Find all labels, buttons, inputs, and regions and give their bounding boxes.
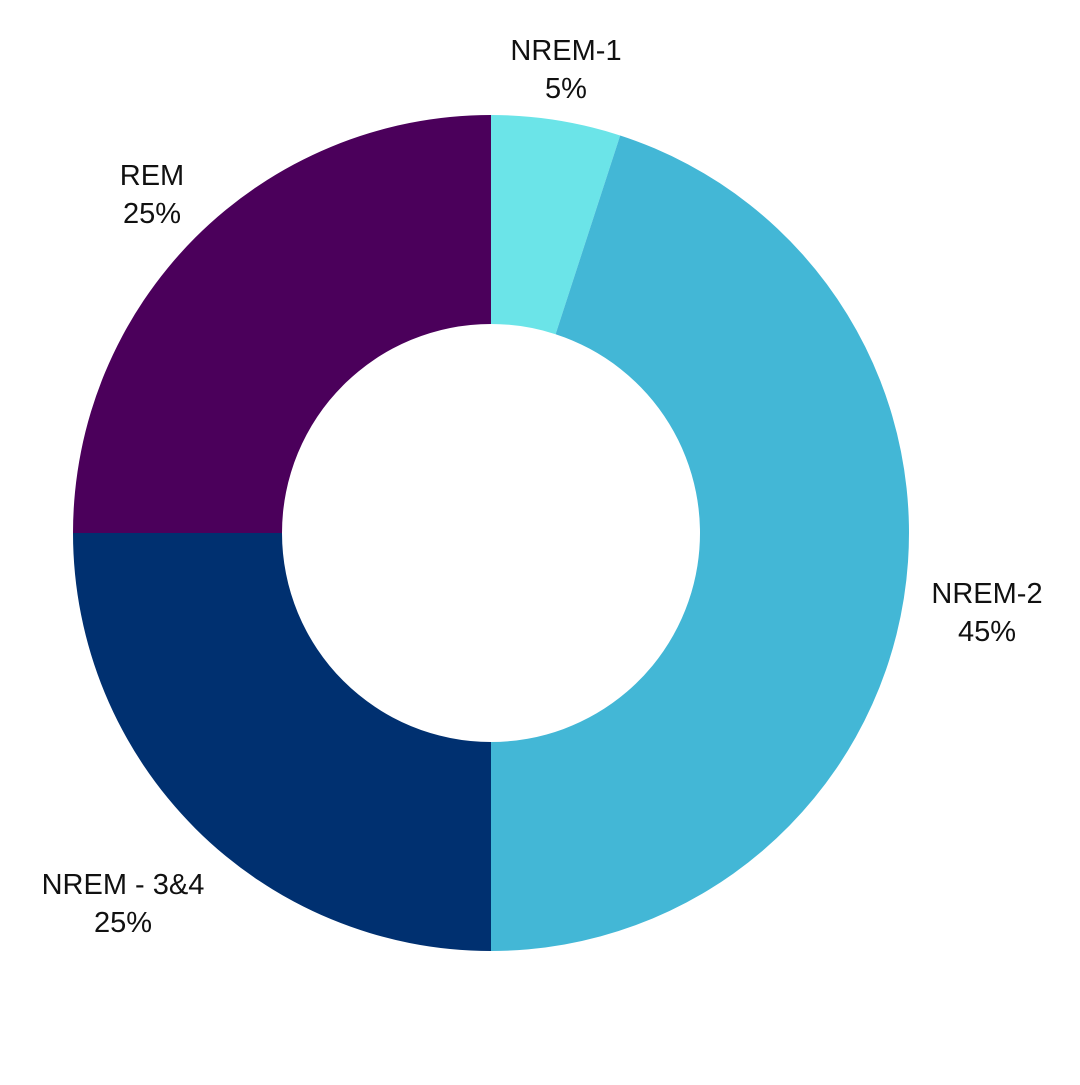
- slice-label-name: NREM-1: [510, 35, 622, 67]
- slice-label-value: 45%: [957, 616, 1017, 648]
- slice-label-nrem-3-4: NREM - 3&4 25%: [42, 866, 205, 942]
- slice-label-name: NREM - 3&4: [41, 869, 205, 901]
- slice-label-value: 25%: [93, 907, 153, 939]
- slice-label-value: 5%: [545, 73, 587, 105]
- slice-nrem-2: [491, 135, 909, 951]
- slice-nrem-3-4: [73, 533, 491, 951]
- slice-label-name: REM: [119, 160, 185, 192]
- slice-label-name: NREM-2: [931, 578, 1043, 610]
- slice-label-rem: REM 25%: [120, 157, 184, 233]
- slice-label-nrem-2: NREM-2 45%: [931, 575, 1042, 651]
- slice-label-nrem-1: NREM-1 5%: [510, 32, 621, 108]
- slice-nrem-1: [491, 115, 621, 335]
- slice-label-value: 25%: [122, 198, 182, 230]
- slice-rem: [73, 115, 491, 533]
